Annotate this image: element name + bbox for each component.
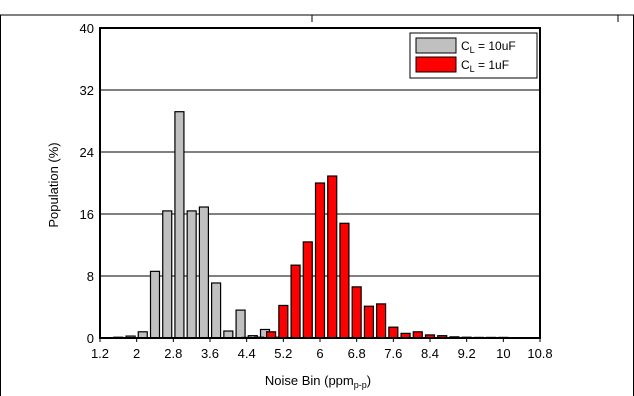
x-tick-label: 10.8 [527,346,552,361]
bar-1uf [363,305,375,339]
bar-1uf [302,241,313,339]
plot-border [99,27,541,339]
x-tick-label: 2.8 [164,346,182,361]
legend-label-10uf: CL = 10uF [461,39,516,55]
y-tick-label: 8 [87,269,94,284]
bar-1uf [327,175,338,339]
bar-10uf [210,282,222,339]
plot-area: 0 8 16 24 32 40 1.2 2 2.8 3.6 4.4 5.2 6 6.8 7.6 8.4 9.2 1… [80,21,553,361]
bar-1uf [351,286,362,339]
x-tick-label: 4.4 [238,346,256,361]
y-axis-title: Population (%) [46,142,61,227]
x-tick-label: 6.8 [348,346,366,361]
bar-10uf [198,206,210,339]
bar-10uf [186,210,197,339]
x-axis-title-subscript: p-p [354,380,367,390]
y-tick-label: 24 [80,145,94,160]
bar-10uf [174,111,185,339]
x-tick-label: 2 [133,346,140,361]
bar-10uf [223,330,234,339]
x-axis-title: Noise Bin (ppmp-p) [265,373,371,390]
x-tick-label: 7.6 [384,346,402,361]
bar-10uf [149,270,161,339]
bar-10uf [235,309,246,339]
x-tick-label: 5.2 [274,346,292,361]
bar-1uf [290,264,301,339]
x-tick-label: 8.4 [421,346,439,361]
legend-swatch-1uf [415,56,457,73]
bar-1uf [339,222,350,339]
bar-1uf [314,182,326,339]
x-tick-label: 6 [316,346,323,361]
legend-label-1uf: CL = 1uF [461,58,509,74]
y-tick-label: 0 [87,331,94,346]
x-tick-label: 9.2 [458,346,476,361]
bar-1uf [388,326,399,339]
bar-1uf [375,303,387,339]
x-tick-label: 1.2 [91,346,109,361]
legend: CL = 10uF CL = 1uF [409,32,538,79]
y-tick-label: 16 [80,207,94,222]
x-tick-label: 3.6 [201,346,219,361]
x-tick-label: 10 [496,346,510,361]
y-tick-label: 40 [80,21,94,36]
bar-10uf [162,210,173,339]
y-tick-label: 32 [80,83,94,98]
legend-swatch-10uf [415,37,457,54]
bar-1uf [278,304,289,339]
